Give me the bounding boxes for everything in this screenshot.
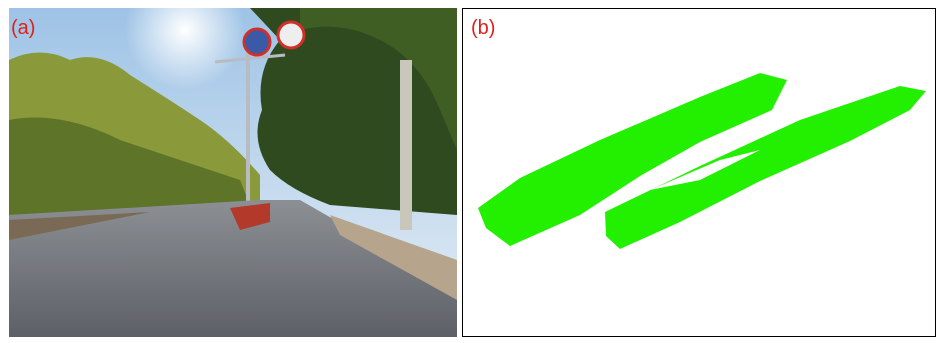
photo (9, 0, 457, 337)
page: (a) (b) (() => { const data = JSON.parse… (0, 0, 938, 338)
figure: (a) (b) (0, 0, 938, 338)
panel-label: (a) (11, 17, 35, 39)
panel-label: (b) (471, 17, 495, 39)
